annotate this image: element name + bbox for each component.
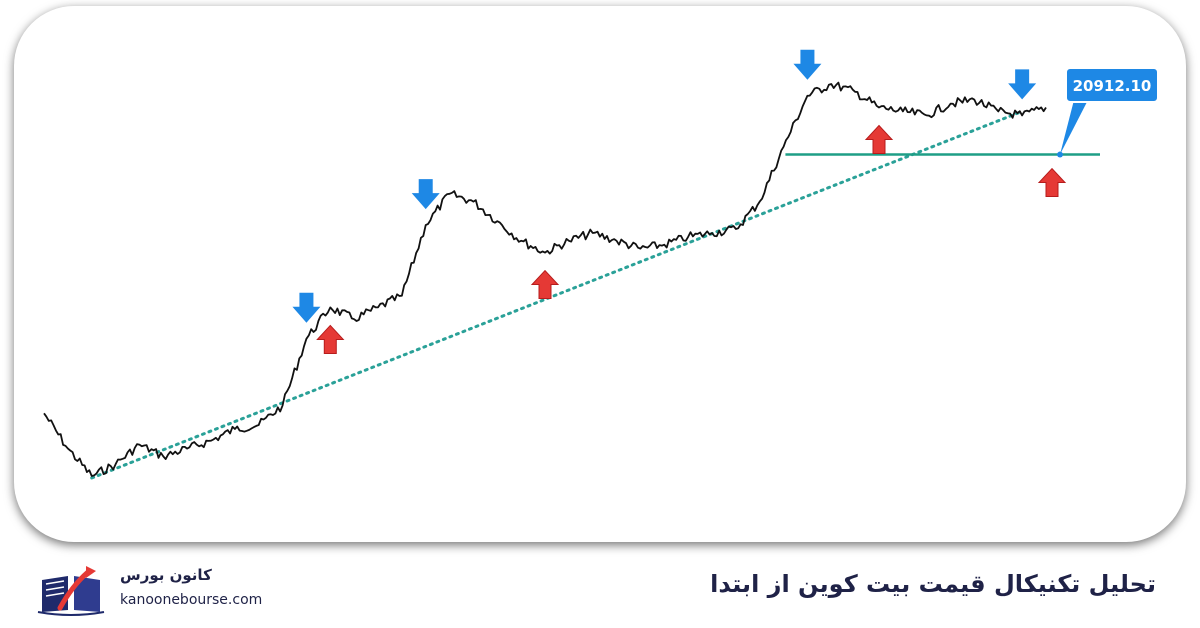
brand[interactable]: کانون بورس kanoonebourse.com bbox=[36, 562, 276, 618]
brand-name: کانون بورس bbox=[120, 566, 212, 584]
brand-site[interactable]: kanoonebourse.com bbox=[120, 592, 263, 608]
down-arrow-1 bbox=[292, 292, 321, 323]
chart-card: 20912.10 bbox=[14, 6, 1186, 542]
price-label-pointer bbox=[1060, 100, 1088, 155]
price-label-dot bbox=[1057, 151, 1063, 158]
footer-title: تحلیل تکنیکال قیمت بیت کوین از ابتدا bbox=[710, 570, 1156, 598]
price-label: 20912.10 bbox=[1073, 77, 1152, 95]
up-arrow-1 bbox=[316, 324, 345, 354]
up-arrow-4 bbox=[1037, 167, 1067, 198]
price-line bbox=[43, 81, 1047, 477]
down-arrow-2 bbox=[411, 179, 440, 210]
bitcoin-chart: 20912.10 bbox=[43, 49, 1159, 480]
down-arrow-3 bbox=[793, 49, 822, 80]
trendline bbox=[90, 109, 1024, 480]
down-arrow-4 bbox=[1008, 69, 1037, 100]
up-arrow-3 bbox=[864, 124, 894, 155]
open-book-icon bbox=[37, 566, 105, 616]
up-arrow-2 bbox=[530, 269, 560, 300]
price-label-box bbox=[1065, 67, 1159, 103]
